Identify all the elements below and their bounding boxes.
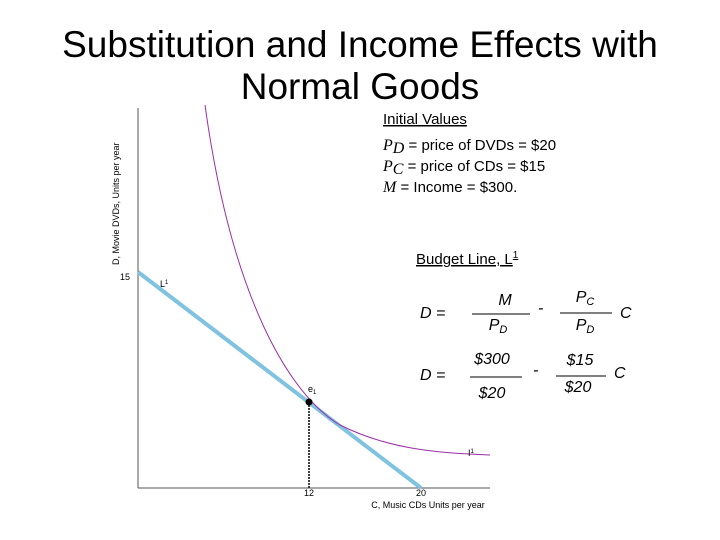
iv-line: M = Income = $300.	[382, 179, 517, 196]
eq-lhs: D =	[420, 305, 445, 322]
eq-var: C	[614, 365, 626, 382]
sub: D	[499, 324, 507, 336]
text: = Income = $300.	[396, 179, 517, 196]
eq-den: $20	[564, 379, 592, 396]
eq-num: $300	[473, 351, 510, 368]
indifference-label: I1	[468, 448, 475, 458]
label-sup: 1	[165, 280, 169, 286]
text: Budget Line, L	[416, 251, 513, 268]
eq-minus: -	[533, 362, 538, 379]
label: e	[308, 384, 313, 394]
label: I	[468, 448, 471, 458]
point-label: e1	[308, 384, 317, 396]
x-tick-label: 12	[304, 488, 314, 498]
base: P	[576, 317, 587, 334]
label: L	[160, 279, 165, 289]
sub: C	[586, 296, 594, 308]
sup: 1	[513, 250, 519, 261]
x-tick-label: 20	[416, 488, 426, 498]
title-line-1: Substitution and Income Effects with Norm…	[62, 24, 658, 107]
symbol: M	[382, 179, 398, 196]
budget-line-label: Budget Line, L1	[416, 250, 519, 268]
y-tick-label: 15	[120, 272, 130, 282]
eq-den: PD	[489, 317, 508, 336]
x-axis-label: C, Music CDs Units per year	[371, 500, 485, 510]
subscript: C	[393, 161, 404, 178]
budget-curve-label: L1	[160, 279, 169, 289]
eq-num: PC	[576, 289, 595, 308]
iv-line: PD = price of DVDs = $20	[382, 137, 556, 157]
eq-den: PD	[576, 317, 595, 336]
label-sup: 1	[471, 449, 475, 455]
eq-lhs: D =	[420, 367, 445, 384]
base: P	[576, 289, 587, 306]
subscript: D	[392, 140, 405, 157]
y-axis-label: D, Movie DVDs, Units per year	[111, 142, 121, 265]
label-sub: 1	[313, 390, 317, 396]
text: = price of CDs = $15	[403, 158, 545, 175]
indifference-curve	[204, 104, 491, 456]
point-e1	[305, 398, 313, 406]
iv-heading: Initial Values	[383, 111, 467, 128]
symbol: P	[382, 137, 393, 154]
eq-minus: -	[538, 300, 543, 317]
symbol: P	[382, 158, 393, 175]
budget-line	[136, 270, 423, 490]
text: = price of DVDs = $20	[404, 137, 556, 154]
title: Substitution and Income Effects with	[62, 24, 658, 65]
eq-num: M	[498, 292, 512, 309]
eq-den: $20	[478, 385, 506, 402]
iv-line: PC = price of CDs = $15	[382, 158, 545, 178]
eq-num: $15	[566, 352, 594, 369]
sub: D	[586, 324, 594, 336]
base: P	[489, 317, 500, 334]
eq-var: C	[620, 305, 632, 322]
title-line-2: Normal Goods	[241, 66, 480, 107]
